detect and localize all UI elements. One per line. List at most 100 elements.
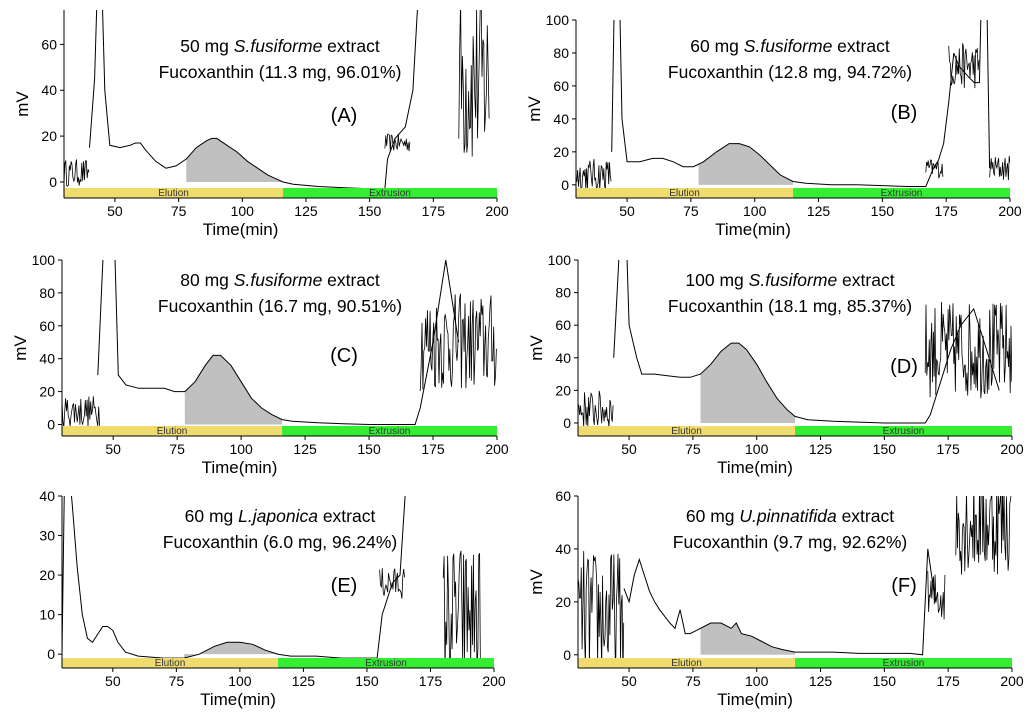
x-tick-label: 175 xyxy=(936,673,960,689)
y-tick-label: 20 xyxy=(553,144,569,160)
x-tick-label: 100 xyxy=(745,673,769,689)
sample-suffix: extract xyxy=(327,36,380,56)
signal-noise xyxy=(458,10,490,157)
panel-letter: (A) xyxy=(331,105,358,127)
y-tick-label: 100 xyxy=(546,12,570,28)
x-tick-label: 50 xyxy=(619,203,635,219)
annotation-yield: Fucoxanthin (11.3 mg, 96.01%) xyxy=(159,62,402,82)
y-tick-label: 100 xyxy=(548,252,572,268)
x-tick-label: 75 xyxy=(685,673,701,689)
x-tick-label: 200 xyxy=(998,203,1022,219)
annotation-yield: Fucoxanthin (16.7 mg, 90.51%) xyxy=(158,296,402,316)
x-tick-label: 75 xyxy=(169,673,185,689)
species-name: U.pinnatifida xyxy=(739,506,837,526)
x-tick-label: 100 xyxy=(745,441,769,457)
panel-letter: (B) xyxy=(891,102,918,124)
signal-trace xyxy=(613,260,1000,424)
chart-panel-b: Elution Extrusion 50 75 100 125 150 175 200 0 20 40… xyxy=(525,12,1022,239)
annotation-sample: 50 mg S.fusiforme extract xyxy=(180,36,380,56)
phase-band-extrusion xyxy=(283,188,497,198)
signal-noise xyxy=(64,159,90,187)
x-tick-label: 150 xyxy=(355,673,379,689)
phase-band-elution xyxy=(62,658,278,668)
x-tick-label: 50 xyxy=(621,441,637,457)
panel-letter: (F) xyxy=(891,575,917,597)
signal-noise xyxy=(948,43,980,89)
y-tick-label: 40 xyxy=(39,488,55,504)
signal-noise xyxy=(379,568,405,599)
x-tick-label: 50 xyxy=(105,441,121,457)
panel-letter: (C) xyxy=(330,345,358,367)
x-tick-label: 200 xyxy=(485,441,509,457)
annotation-yield: Fucoxanthin (6.0 mg, 96.24%) xyxy=(163,532,397,552)
y-axis-label: mV xyxy=(527,569,546,595)
y-axis-label: mV xyxy=(525,96,544,122)
phase-band-label-extrusion: Extrusion xyxy=(369,426,411,437)
phase-band-label-elution: Elution xyxy=(157,426,188,437)
x-tick-label: 125 xyxy=(293,441,317,457)
x-tick-label: 50 xyxy=(107,203,123,219)
phase-band-elution xyxy=(64,188,284,198)
phase-band-label-elution: Elution xyxy=(671,658,702,669)
fucoxanthin-peak-area xyxy=(700,623,795,655)
y-tick-label: 20 xyxy=(555,382,571,398)
phase-band-label-extrusion: Extrusion xyxy=(883,426,925,437)
x-tick-label: 150 xyxy=(358,203,382,219)
x-tick-label: 125 xyxy=(809,673,833,689)
phase-band-elution xyxy=(62,426,283,436)
y-tick-label: 40 xyxy=(555,350,571,366)
sample-amount: 60 mg xyxy=(185,506,234,526)
y-tick-label: 60 xyxy=(39,318,55,334)
x-tick-label: 50 xyxy=(105,673,121,689)
signal-trace xyxy=(97,260,460,425)
x-tick-label: 100 xyxy=(231,203,255,219)
signal-noise xyxy=(419,293,497,392)
phase-band-extrusion xyxy=(795,658,1012,668)
sample-amount: 60 mg xyxy=(690,36,739,56)
species-name: S.fusiforme xyxy=(234,270,323,290)
y-tick-label: 40 xyxy=(41,82,57,98)
sample-amount: 100 mg xyxy=(685,270,743,290)
fucoxanthin-peak-area xyxy=(183,642,278,659)
x-tick-label: 125 xyxy=(809,441,833,457)
annotation-yield: Fucoxanthin (9.7 mg, 92.62%) xyxy=(673,532,907,552)
signal-noise xyxy=(576,159,612,192)
signal-trace xyxy=(623,548,936,656)
y-tick-label: 30 xyxy=(39,528,55,544)
sample-suffix: extract xyxy=(842,506,895,526)
x-tick-label: 100 xyxy=(743,203,767,219)
annotation-yield: Fucoxanthin (12.8 mg, 94.72%) xyxy=(668,62,912,82)
sample-suffix: extract xyxy=(837,36,890,56)
sample-suffix: extract xyxy=(323,506,376,526)
x-tick-label: 200 xyxy=(485,203,509,219)
x-tick-label: 175 xyxy=(421,441,445,457)
phase-band-label-elution: Elution xyxy=(671,426,702,437)
y-tick-label: 20 xyxy=(39,384,55,400)
x-tick-label: 200 xyxy=(1000,673,1024,689)
sample-suffix: extract xyxy=(327,270,380,290)
y-axis-label: mV xyxy=(13,91,32,117)
signal-noise xyxy=(955,496,1012,575)
fucoxanthin-peak-area xyxy=(700,343,795,423)
x-tick-label: 75 xyxy=(683,203,699,219)
x-tick-label: 150 xyxy=(873,441,897,457)
signal-trace xyxy=(611,20,991,187)
phase-band-extrusion xyxy=(278,658,494,668)
panel-letter: (D) xyxy=(890,356,918,378)
annotation-yield: Fucoxanthin (18.1 mg, 85.37%) xyxy=(668,296,912,316)
y-tick-label: 100 xyxy=(32,252,56,268)
x-axis-label: Time(min) xyxy=(202,458,278,477)
species-name: S.fusiforme xyxy=(749,270,838,290)
y-tick-label: 0 xyxy=(47,416,55,432)
plot-area xyxy=(64,10,490,190)
y-tick-label: 80 xyxy=(553,45,569,61)
x-tick-label: 100 xyxy=(229,441,253,457)
y-tick-label: 0 xyxy=(49,174,57,190)
x-tick-label: 125 xyxy=(292,673,316,689)
sample-amount: 80 mg xyxy=(180,270,229,290)
y-tick-label: 60 xyxy=(555,317,571,333)
signal-noise xyxy=(927,570,946,620)
y-tick-label: 0 xyxy=(563,647,571,663)
y-tick-label: 40 xyxy=(555,541,571,557)
